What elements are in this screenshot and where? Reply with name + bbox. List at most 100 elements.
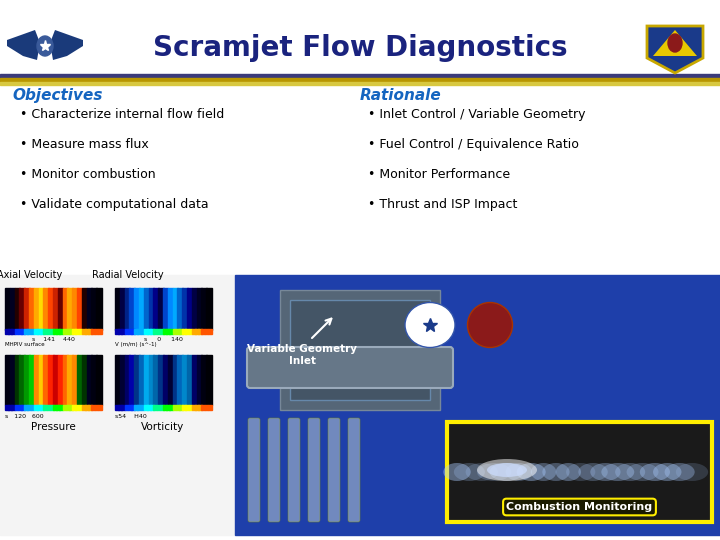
Bar — [163, 355, 168, 405]
Bar — [169, 329, 173, 334]
Bar — [96, 288, 102, 330]
Bar — [37, 405, 41, 410]
Bar — [153, 329, 157, 334]
Bar — [18, 405, 22, 410]
FancyBboxPatch shape — [328, 418, 340, 522]
Bar — [153, 288, 158, 330]
Text: s54    H40: s54 H40 — [115, 414, 147, 419]
Text: s   120   600: s 120 600 — [5, 414, 44, 419]
Bar — [158, 355, 163, 405]
Bar — [18, 329, 22, 334]
FancyBboxPatch shape — [288, 418, 300, 522]
Bar — [27, 329, 31, 334]
Ellipse shape — [651, 463, 683, 481]
Bar — [177, 288, 183, 330]
Bar — [8, 405, 12, 410]
Bar — [160, 329, 163, 334]
Bar — [43, 288, 49, 330]
Bar — [0, 74, 720, 78]
Bar — [14, 355, 20, 405]
Ellipse shape — [467, 302, 513, 348]
Text: Vorticity: Vorticity — [141, 422, 184, 432]
Bar — [66, 329, 70, 334]
Bar — [24, 405, 28, 410]
Bar — [5, 288, 10, 330]
Bar — [204, 329, 208, 334]
Bar — [157, 405, 161, 410]
Bar — [0, 0, 720, 75]
Bar — [5, 405, 9, 410]
Ellipse shape — [477, 459, 537, 481]
Ellipse shape — [639, 463, 670, 481]
Bar — [134, 288, 140, 330]
Bar — [122, 405, 125, 410]
Bar — [53, 288, 58, 330]
Bar — [290, 300, 430, 400]
Bar — [5, 329, 9, 334]
Bar — [150, 405, 154, 410]
Bar — [144, 329, 148, 334]
Text: Scramjet Flow Diagnostics: Scramjet Flow Diagnostics — [153, 34, 567, 62]
Bar — [40, 329, 44, 334]
Text: • Measure mass flux: • Measure mass flux — [20, 138, 149, 151]
Bar — [447, 422, 712, 522]
Ellipse shape — [469, 463, 495, 481]
Bar — [120, 288, 125, 330]
Bar — [82, 288, 87, 330]
Bar — [98, 329, 102, 334]
Bar — [118, 405, 122, 410]
Bar — [91, 355, 96, 405]
Bar — [179, 405, 183, 410]
Bar — [63, 288, 68, 330]
Bar — [125, 355, 130, 405]
Bar — [138, 329, 141, 334]
Bar — [202, 329, 205, 334]
Bar — [147, 329, 150, 334]
Bar — [206, 288, 212, 330]
Bar — [40, 405, 44, 410]
Ellipse shape — [442, 463, 472, 481]
Bar — [48, 355, 53, 405]
Bar — [94, 405, 99, 410]
Bar — [128, 329, 132, 334]
Bar — [21, 405, 24, 410]
Bar — [192, 355, 197, 405]
Text: Objectives: Objectives — [12, 88, 102, 103]
Bar — [115, 288, 120, 330]
Bar — [68, 288, 73, 330]
Text: MHPIV surface: MHPIV surface — [5, 342, 45, 347]
Bar — [169, 405, 173, 410]
Bar — [202, 355, 207, 405]
Ellipse shape — [592, 463, 618, 481]
Bar — [34, 355, 39, 405]
Bar — [30, 329, 35, 334]
Bar — [235, 275, 720, 535]
Bar — [130, 288, 135, 330]
Bar — [166, 329, 170, 334]
Bar — [56, 405, 60, 410]
Bar — [150, 329, 154, 334]
Bar — [12, 405, 15, 410]
Bar — [139, 355, 144, 405]
Ellipse shape — [490, 463, 523, 481]
Bar — [14, 329, 18, 334]
Bar — [56, 329, 60, 334]
Bar — [157, 329, 161, 334]
Bar — [69, 329, 73, 334]
Bar — [153, 355, 158, 405]
Text: s     0     140: s 0 140 — [143, 337, 182, 342]
Bar — [19, 355, 24, 405]
Bar — [47, 329, 50, 334]
Bar — [59, 329, 63, 334]
Text: Combustion Monitoring: Combustion Monitoring — [506, 502, 652, 512]
Bar — [72, 288, 78, 330]
Bar — [12, 329, 15, 334]
Bar — [148, 288, 154, 330]
Bar — [14, 405, 18, 410]
Bar — [206, 355, 212, 405]
Bar — [144, 288, 149, 330]
Text: Variable Geometry
Inlet: Variable Geometry Inlet — [247, 344, 357, 366]
Bar — [280, 290, 440, 410]
Bar — [76, 405, 79, 410]
Bar — [144, 405, 148, 410]
